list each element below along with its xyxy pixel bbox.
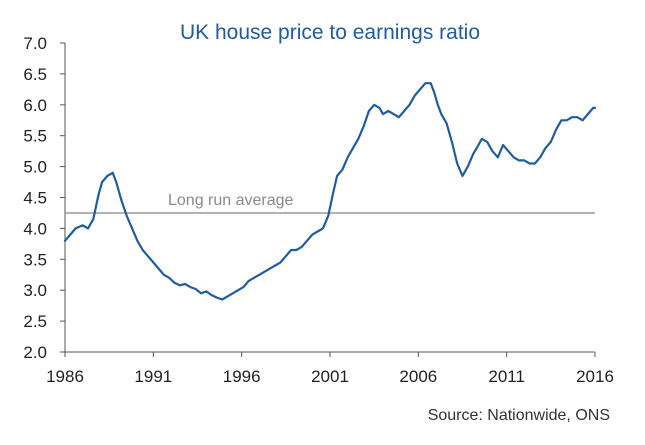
y-tick-label: 7.0 — [23, 34, 47, 53]
y-tick-label: 2.0 — [23, 343, 47, 362]
x-tick-label: 2001 — [311, 367, 349, 386]
series-line — [63, 82, 597, 301]
x-tick-label: 2016 — [576, 367, 614, 386]
x-tick-label: 1996 — [223, 367, 261, 386]
x-tick-label: 2006 — [399, 367, 437, 386]
y-tick-label: 4.5 — [23, 189, 47, 208]
y-tick-label: 3.5 — [23, 250, 47, 269]
chart-title: UK house price to earnings ratio — [180, 21, 480, 44]
series-group — [63, 82, 597, 301]
x-axis: 1986 1991 1996 2001 2006 2011 2016 — [46, 351, 614, 386]
y-tick-label: 4.0 — [23, 219, 47, 238]
y-tick-label: 5.5 — [23, 127, 47, 146]
y-tick-label: 2.5 — [23, 312, 47, 331]
source-note: Source: Nationwide, ONS — [428, 407, 610, 424]
y-tick-label: 6.5 — [23, 65, 47, 84]
x-tick-label: 2011 — [488, 367, 525, 386]
y-axis: 7.0 6.5 6.0 5.5 5.0 4.5 4.0 3.5 3.0 2.5 2.0 — [23, 34, 66, 362]
long-run-average-label: Long run average — [168, 192, 294, 209]
x-tick-label: 1991 — [134, 367, 172, 386]
x-tick-label: 1986 — [46, 367, 84, 386]
y-tick-label: 6.0 — [23, 96, 47, 115]
reference-line-group: Long run average — [65, 192, 595, 214]
y-tick-label: 3.0 — [23, 281, 47, 300]
y-tick-label: 5.0 — [23, 158, 47, 177]
